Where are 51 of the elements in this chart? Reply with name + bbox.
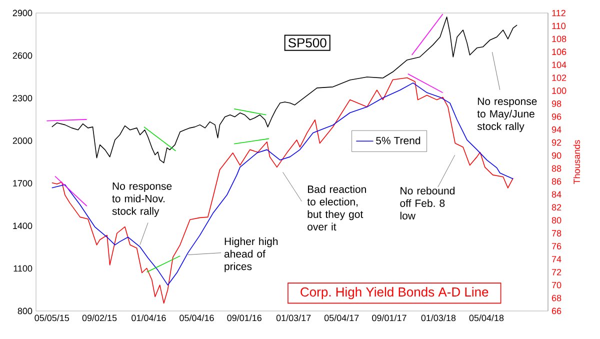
x-tick-label: 09/01/17 (372, 314, 406, 322)
y2-tick-label: 82 (552, 204, 562, 211)
x-tick-label: 05/04/18 (469, 314, 504, 322)
y2-tick-label: 84 (552, 191, 562, 198)
y2-tick-label: 78 (552, 230, 562, 236)
y2-tick-label: 100 (552, 88, 566, 94)
y2-axis-title: Thousands (573, 140, 580, 184)
y-tick-label: 2000 (12, 138, 32, 144)
x-tick-label: 05/04/16 (180, 314, 214, 322)
y-tick-label: 2600 (12, 52, 32, 59)
x-tick-label: 01/04/16 (132, 314, 166, 322)
y-tick-label: 1400 (13, 222, 32, 230)
x-tick-label: 01/03/17 (276, 314, 311, 322)
y-tick-label: 800 (18, 308, 32, 314)
y2-tick-label: 70 (552, 282, 562, 288)
y2-tick-label: 106 (552, 48, 566, 56)
y2-tick-label: 72 (552, 268, 562, 276)
y2-tick-label: 86 (552, 178, 562, 185)
x-tick-label: 09/01/16 (227, 314, 262, 322)
annotation: Bad reaction to election, but they got over it (307, 185, 366, 230)
y2-tick-label: 80 (552, 217, 562, 224)
y2-tick-label: 88 (552, 165, 562, 172)
y-tick-label: 1700 (13, 180, 32, 186)
y2-tick-label: 98 (552, 100, 562, 107)
y2-tick-label: 74 (552, 256, 562, 262)
y2-tick-label: 110 (552, 22, 566, 30)
y-tick-label: 2900 (12, 10, 32, 16)
annotation: No response to May/June stock rally (477, 98, 537, 132)
annotation: No response to mid-Nov. stock rally (112, 182, 172, 217)
y2-tick-label: 104 (552, 62, 566, 68)
annotation: Higher high ahead of prices (224, 237, 278, 272)
text: Corp. High Yield Bonds A-D Line (300, 287, 488, 300)
y2-tick-label: 96 (552, 113, 562, 120)
y2-tick-label: 76 (552, 243, 562, 250)
y-tick-label: 1100 (14, 265, 32, 272)
y2-tick-label: 92 (552, 139, 562, 146)
y2-tick-label: 94 (552, 126, 562, 133)
annotation: No rebound off Feb. 8 low (400, 186, 455, 220)
y2-tick-label: 102 (552, 74, 566, 81)
text: SP500 (288, 38, 326, 48)
y2-tick-label: 90 (552, 152, 562, 159)
x-tick-label: 05/05/15 (34, 314, 70, 322)
y2-tick-label: 68 (552, 294, 562, 302)
y2-tick-label: 112 (552, 10, 566, 16)
x-tick-label: 09/02/15 (82, 314, 117, 322)
y2-tick-label: 66 (552, 308, 562, 314)
y2-tick-label: 108 (552, 36, 566, 42)
legend-label: 5% Trend (376, 136, 420, 144)
y-tick-label: 2300 (12, 94, 32, 102)
x-tick-label: 05/04/17 (324, 314, 359, 322)
x-tick-label: 01/03/18 (421, 314, 456, 322)
